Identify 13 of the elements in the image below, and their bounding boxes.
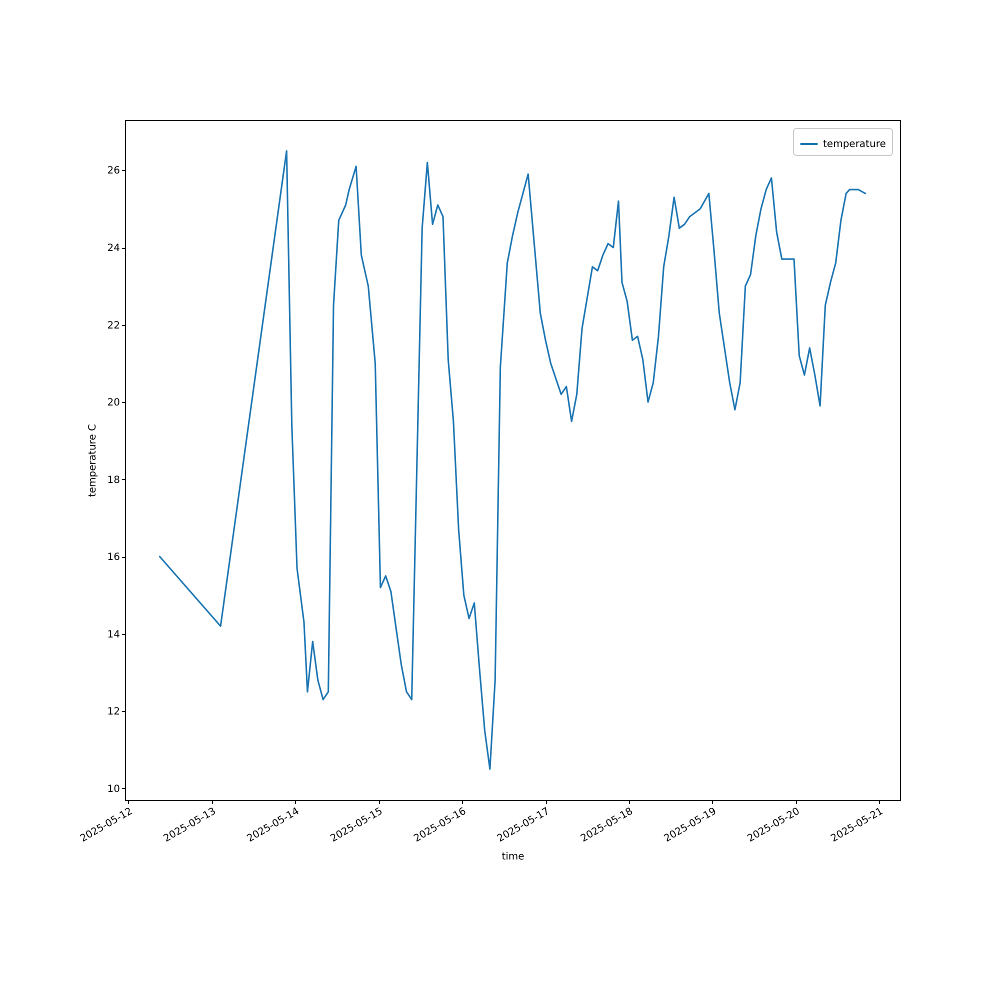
y-tick-label: 10 — [107, 784, 120, 795]
line-series — [158, 150, 866, 770]
y-tick-label: 26 — [107, 166, 120, 177]
y-tick-label: 18 — [107, 474, 120, 486]
y-tick-label: 12 — [107, 706, 120, 718]
y-tick-label: 20 — [107, 398, 120, 409]
x-axis-title: time — [502, 852, 524, 863]
y-tick-label: 22 — [107, 320, 120, 332]
y-tick-label: 16 — [107, 552, 120, 564]
legend-label: temperature — [823, 139, 886, 150]
y-tick-label: 24 — [107, 243, 120, 254]
y-tick-label: 14 — [107, 629, 120, 640]
y-axis-title: temperature C — [87, 424, 98, 498]
